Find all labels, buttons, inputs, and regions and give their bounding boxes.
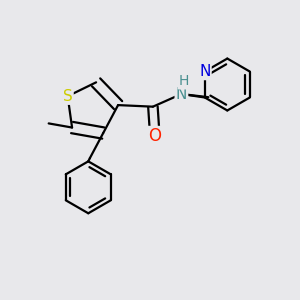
Text: N: N	[199, 64, 211, 79]
Text: S: S	[63, 89, 73, 104]
Text: H: H	[179, 74, 189, 88]
Text: O: O	[148, 127, 161, 145]
Text: N: N	[176, 86, 187, 101]
